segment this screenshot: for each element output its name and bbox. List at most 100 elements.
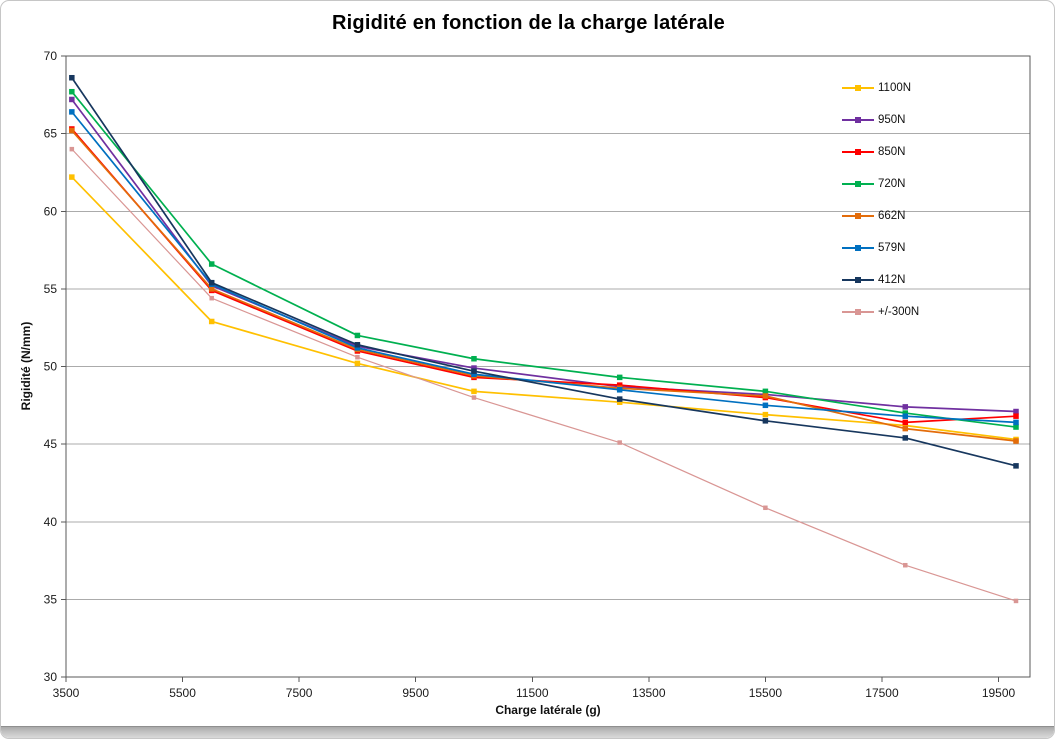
x-tick-label: 11500: [516, 686, 549, 700]
data-point-1100n: [208, 318, 215, 325]
data-point-1100n: [616, 399, 623, 405]
legend-label: 950N: [878, 114, 906, 126]
data-point-579n: [902, 413, 909, 419]
series-line-579n: [70, 111, 1017, 424]
data-point-579n: [1013, 419, 1019, 426]
data-point-662n: [1013, 438, 1019, 444]
legend-marker-icon: [842, 180, 874, 188]
x-tick-label: 3500: [53, 686, 80, 700]
y-tick-label: 55: [44, 282, 58, 296]
data-point-412n: [1013, 463, 1019, 469]
data-point-300n: [617, 440, 622, 445]
data-point-720n: [471, 355, 477, 362]
data-point-850n: [616, 382, 623, 388]
x-tick-label: 19500: [982, 686, 1016, 700]
data-point-1100n: [471, 388, 477, 395]
data-point-850n: [1013, 413, 1019, 419]
y-tick-label: 70: [44, 49, 58, 63]
data-point-950n: [1013, 408, 1019, 415]
legend-item-850n: 850N: [842, 142, 919, 162]
data-point-579n: [354, 345, 361, 351]
series-line-720n: [70, 90, 1017, 428]
data-point-1100n: [762, 411, 769, 418]
x-tick-label: 17500: [865, 686, 899, 700]
legend-label: 412N: [878, 274, 906, 286]
data-point-412n: [208, 279, 215, 286]
data-point-720n: [208, 261, 215, 267]
series-line-950n: [70, 98, 1017, 413]
legend-item-1100n: 1100N: [842, 78, 919, 98]
legend-marker-icon: [842, 212, 874, 220]
data-point-300n: [69, 146, 75, 152]
data-point-412n: [762, 418, 769, 424]
data-point-1100n: [354, 360, 361, 367]
data-point-300n: [209, 295, 214, 301]
data-point-412n: [354, 342, 361, 348]
data-point-412n: [902, 435, 909, 441]
legend-marker-icon: [842, 116, 874, 124]
legend-item-950n: 950N: [842, 110, 919, 130]
legend-item-300n: +/-300N: [842, 302, 919, 322]
y-axis-label: Rigidité (N/mm): [19, 321, 33, 411]
data-point-579n: [69, 109, 75, 115]
y-tick-label: 40: [44, 515, 58, 529]
data-point-720n: [69, 88, 75, 95]
legend-item-662n: 662N: [842, 206, 919, 226]
legend-label: 662N: [878, 210, 906, 222]
data-point-950n: [471, 365, 477, 371]
data-point-662n: [69, 127, 75, 134]
y-tick-label: 50: [44, 360, 58, 374]
chart-title: Rigidité en fonction de la charge latéra…: [332, 12, 725, 34]
series-line-300n: [71, 148, 1017, 602]
legend-item-412n: 412N: [842, 270, 919, 290]
x-tick-label: 7500: [286, 686, 313, 700]
data-point-300n: [471, 395, 477, 400]
data-point-662n: [208, 286, 215, 292]
legend-label: 850N: [878, 146, 906, 158]
data-point-850n: [902, 419, 909, 426]
legend-label: 1100N: [878, 82, 912, 94]
legend: 1100N 950N 850N 720N 662N 579N 412N +/-300N: [842, 78, 919, 322]
data-point-300n: [355, 354, 360, 360]
data-point-300n: [903, 562, 908, 568]
x-tick-label: 5500: [169, 686, 196, 700]
y-tick-label: 35: [44, 592, 58, 606]
data-point-720n: [902, 410, 909, 416]
legend-item-720n: 720N: [842, 174, 919, 194]
data-point-1100n: [902, 422, 909, 429]
data-point-662n: [902, 425, 909, 432]
legend-label: +/-300N: [878, 306, 920, 318]
data-point-300n: [763, 505, 768, 511]
legend-label: 720N: [878, 178, 906, 190]
data-point-412n: [69, 74, 75, 81]
legend-marker-icon: [842, 308, 874, 316]
data-point-720n: [762, 388, 769, 395]
y-tick-label: 45: [44, 437, 58, 451]
data-point-579n: [616, 387, 623, 393]
x-tick-label: 13500: [632, 686, 666, 700]
x-axis-label: Charge latérale (g): [495, 703, 601, 717]
data-point-579n: [762, 402, 769, 409]
data-point-950n: [69, 96, 75, 103]
data-point-412n: [471, 368, 477, 374]
data-point-720n: [616, 374, 623, 381]
y-tick-label: 30: [44, 670, 58, 684]
data-point-412n: [616, 396, 623, 402]
data-point-720n: [1013, 424, 1019, 430]
legend-label: 579N: [878, 242, 906, 254]
window-bottom-edge: [1, 726, 1054, 738]
legend-marker-icon: [842, 276, 874, 284]
legend-marker-icon: [842, 84, 874, 92]
legend-marker-icon: [842, 148, 874, 156]
y-tick-label: 60: [44, 204, 58, 218]
series-line-412n: [70, 76, 1017, 467]
x-tick-label: 9500: [402, 686, 429, 700]
legend-marker-icon: [842, 244, 874, 252]
data-point-579n: [471, 371, 477, 378]
data-point-662n: [762, 393, 769, 399]
data-point-950n: [902, 404, 909, 410]
data-point-1100n: [69, 174, 75, 180]
x-tick-label: 15500: [749, 686, 783, 700]
legend-item-579n: 579N: [842, 238, 919, 258]
